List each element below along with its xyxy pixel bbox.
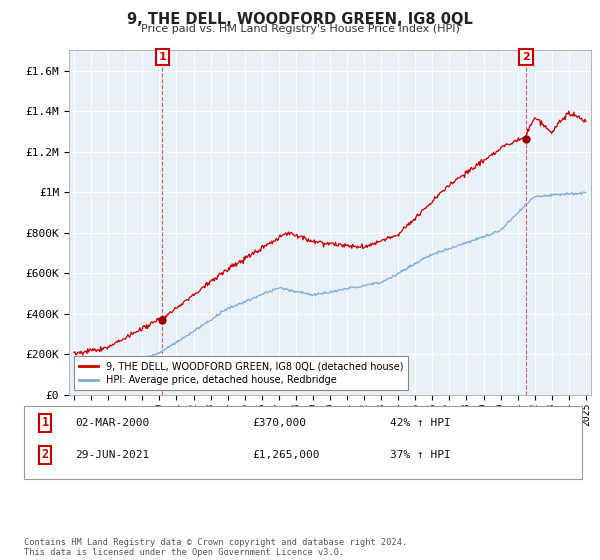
- Text: Price paid vs. HM Land Registry's House Price Index (HPI): Price paid vs. HM Land Registry's House …: [140, 24, 460, 34]
- Text: Contains HM Land Registry data © Crown copyright and database right 2024.
This d: Contains HM Land Registry data © Crown c…: [24, 538, 407, 557]
- Text: £370,000: £370,000: [252, 418, 306, 428]
- Legend: 9, THE DELL, WOODFORD GREEN, IG8 0QL (detached house), HPI: Average price, detac: 9, THE DELL, WOODFORD GREEN, IG8 0QL (de…: [74, 356, 409, 390]
- Text: 02-MAR-2000: 02-MAR-2000: [75, 418, 149, 428]
- Text: 37% ↑ HPI: 37% ↑ HPI: [390, 450, 451, 460]
- Text: 1: 1: [158, 52, 166, 62]
- Text: 2: 2: [522, 52, 530, 62]
- Text: 42% ↑ HPI: 42% ↑ HPI: [390, 418, 451, 428]
- Text: 29-JUN-2021: 29-JUN-2021: [75, 450, 149, 460]
- Text: 1: 1: [41, 416, 49, 430]
- Text: 2: 2: [41, 448, 49, 461]
- Text: 9, THE DELL, WOODFORD GREEN, IG8 0QL: 9, THE DELL, WOODFORD GREEN, IG8 0QL: [127, 12, 473, 27]
- Text: £1,265,000: £1,265,000: [252, 450, 320, 460]
